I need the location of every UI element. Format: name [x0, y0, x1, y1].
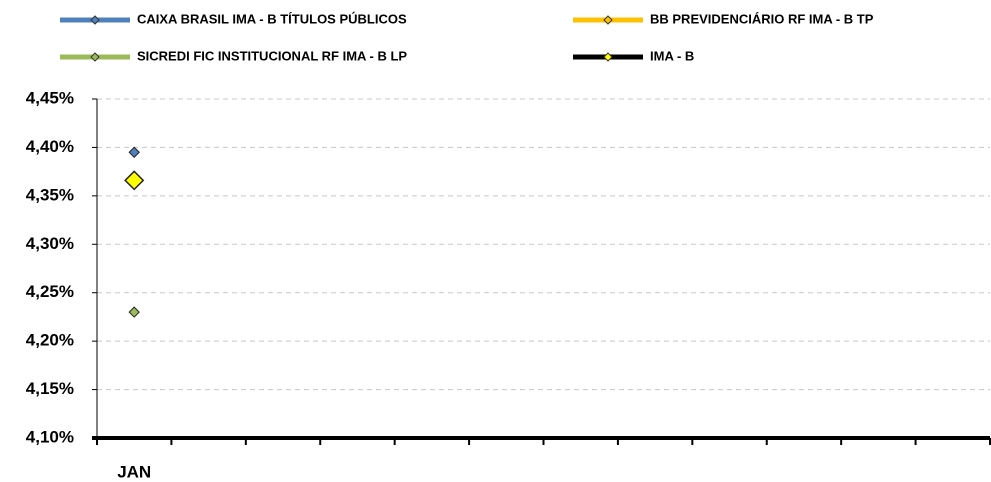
y-tick-label: 4,30% — [26, 234, 74, 253]
legend-label: CAIXA BRASIL IMA - B TÍTULOS PÚBLICOS — [137, 11, 407, 26]
x-tick-label: JAN — [117, 462, 151, 481]
y-tick-label: 4,35% — [26, 185, 74, 204]
data-point — [128, 306, 140, 318]
legend-label: IMA - B — [650, 48, 694, 63]
y-tick-label: 4,45% — [26, 88, 74, 107]
legend-marker — [603, 52, 613, 62]
y-tick-label: 4,40% — [26, 137, 74, 156]
y-tick-label: 4,10% — [26, 427, 74, 446]
y-tick-label: 4,20% — [26, 331, 74, 350]
y-tick-label: 4,25% — [26, 282, 74, 301]
legend-marker — [90, 15, 100, 25]
legend-label: SICREDI FIC INSTITUCIONAL RF IMA - B LP — [137, 48, 407, 63]
data-point — [124, 170, 145, 191]
legend-marker — [90, 52, 100, 62]
data-point — [128, 146, 140, 158]
legend-marker — [603, 15, 613, 25]
y-tick-label: 4,15% — [26, 379, 74, 398]
legend-label: BB PREVIDENCIÁRIO RF IMA - B TP — [650, 11, 874, 26]
